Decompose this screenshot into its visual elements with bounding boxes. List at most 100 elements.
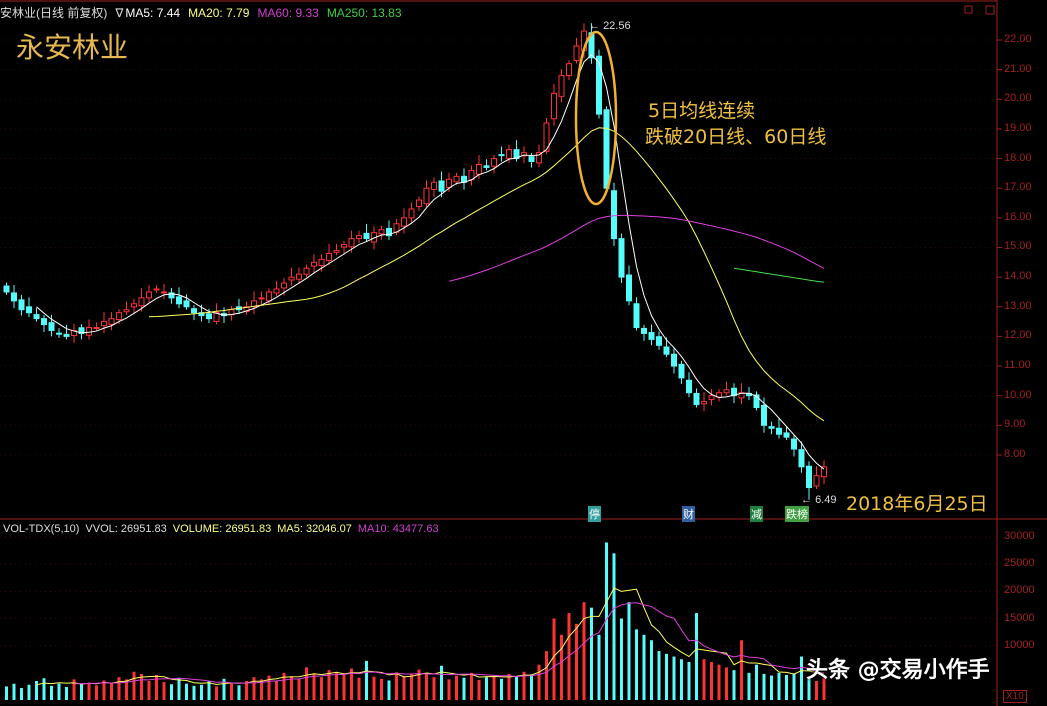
- event-marker[interactable]: 跌榜: [785, 506, 809, 522]
- event-marker[interactable]: 停: [588, 506, 601, 522]
- volume-bar: [725, 667, 728, 700]
- volume-bar: [627, 602, 631, 700]
- volume-bar: [65, 686, 68, 700]
- volume-bar: [455, 675, 458, 700]
- candle-down: [176, 296, 182, 305]
- price-tick-label: 18.00: [1004, 151, 1032, 164]
- candle-up: [558, 75, 565, 97]
- candle-down: [648, 332, 655, 340]
- candle-up: [311, 261, 317, 267]
- volume-bar: [800, 656, 803, 700]
- volume-bar: [432, 677, 436, 700]
- price-tick-label: 11.00: [1004, 359, 1031, 372]
- volume-bar: [245, 680, 248, 700]
- price-tick-label: 21.00: [1004, 62, 1032, 75]
- candle-up: [161, 291, 167, 294]
- candle-down: [768, 426, 775, 429]
- candle-up: [551, 92, 557, 120]
- volume-bar: [807, 677, 811, 700]
- volume-bar: [27, 684, 31, 700]
- candle-down: [761, 404, 767, 426]
- volume-bar: [222, 678, 226, 700]
- volume-bar: [462, 677, 466, 700]
- volume-bar: [425, 673, 428, 700]
- volume-bar: [552, 618, 556, 700]
- candle-down: [596, 55, 602, 115]
- ma20-legend: MA20: 7.79: [188, 6, 250, 20]
- candle-down: [753, 394, 760, 409]
- candle-down: [498, 154, 505, 157]
- candle-up: [341, 244, 347, 248]
- volume-bar: [312, 673, 316, 700]
- candle-up: [146, 291, 152, 299]
- volume-bar: [177, 677, 181, 700]
- candle-up: [243, 306, 250, 313]
- highlight-ellipse: [574, 30, 618, 206]
- candle-down: [731, 387, 737, 397]
- vvol-legend: VVOL: 26951.83: [85, 523, 167, 535]
- volume-bar: [320, 677, 323, 700]
- candle-up: [701, 401, 707, 405]
- volume-bar: [492, 675, 496, 700]
- volume-bar: [57, 683, 61, 700]
- candle-up: [431, 181, 437, 190]
- volume-bar: [410, 673, 413, 700]
- candle-up: [153, 288, 160, 291]
- candle-up: [318, 258, 325, 267]
- volume-bar: [230, 683, 233, 700]
- price-tick-label: 9.00: [1004, 418, 1026, 431]
- candle-down: [641, 327, 647, 334]
- volume-bar: [357, 677, 361, 700]
- candle-up: [86, 327, 92, 336]
- volume-bar: [620, 618, 623, 700]
- ma5-line: [36, 54, 825, 470]
- volume-bar: [35, 680, 38, 700]
- volume-bar: [597, 634, 601, 700]
- ma60-line: [448, 214, 825, 282]
- volume-bar: [200, 684, 203, 700]
- candle-down: [686, 379, 692, 394]
- ma-toggle-icon[interactable]: ∇: [115, 6, 124, 20]
- volume-bar: [170, 684, 173, 700]
- candle-up: [326, 252, 332, 261]
- volume-bar: [185, 683, 188, 700]
- price-tick-label: 15.00: [1004, 240, 1032, 253]
- volume-header: VOL-TDX(5,10) VVOL: 26951.83 VOLUME: 26951…: [3, 523, 445, 535]
- price-tick-label: 14.00: [1004, 270, 1032, 283]
- volume-bar: [297, 678, 301, 700]
- volume-tick-label: 15000: [1004, 611, 1035, 624]
- volume-bar: [650, 640, 653, 700]
- price-tick-label: 12.00: [1004, 329, 1032, 342]
- candle-up: [356, 235, 362, 240]
- volume-bar: [80, 684, 83, 700]
- volume-bar: [672, 656, 676, 700]
- volume-bar: [695, 613, 698, 700]
- volume-bar: [515, 676, 518, 700]
- event-marker[interactable]: 财: [682, 506, 695, 522]
- candle-down: [528, 156, 535, 163]
- candle-up: [573, 45, 580, 62]
- candle-up: [93, 327, 100, 330]
- candle-up: [423, 187, 430, 205]
- price-tick-label: 8.00: [1004, 447, 1026, 460]
- volume-bar: [560, 634, 563, 700]
- event-marker[interactable]: 减: [750, 506, 763, 522]
- ma20-line: [148, 127, 825, 422]
- volume-bar: [642, 634, 646, 700]
- volume-bar: [702, 659, 706, 700]
- volume-bar: [12, 683, 16, 700]
- volume-bar: [485, 677, 488, 700]
- volume-bar: [237, 685, 241, 700]
- candle-down: [806, 465, 812, 489]
- volume-bar: [785, 675, 788, 700]
- volume-bar: [440, 665, 443, 700]
- price-tick-label: 20.00: [1004, 92, 1032, 105]
- candle-up: [288, 276, 295, 281]
- candle-up: [723, 389, 730, 394]
- volume-bar: [522, 671, 526, 700]
- volume-bar: [567, 613, 571, 700]
- candle-up: [446, 178, 452, 188]
- volume-bar: [777, 672, 781, 700]
- candle-down: [78, 327, 85, 334]
